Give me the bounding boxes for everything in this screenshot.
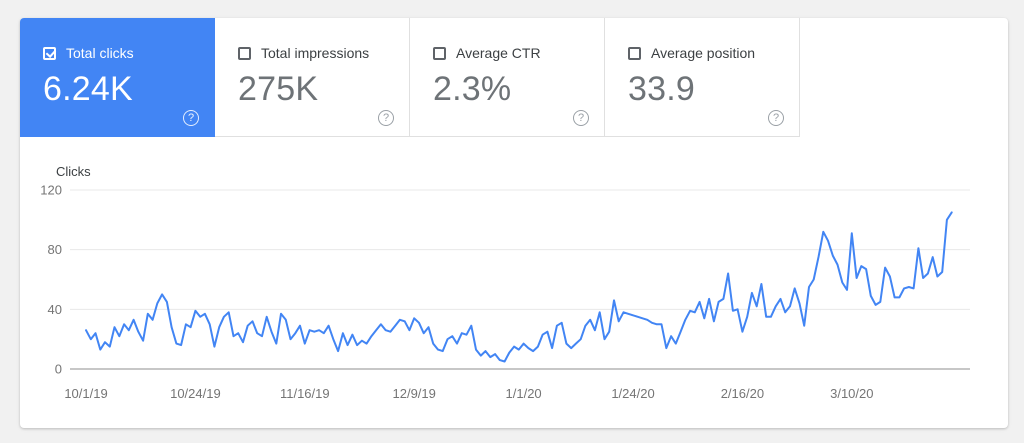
help-icon[interactable]: ? (573, 110, 589, 126)
x-tick-label: 2/16/20 (721, 386, 764, 401)
y-tick-label: 80 (48, 242, 62, 257)
performance-card: Total clicks 6.24K ? Total impressions 2… (20, 18, 1008, 428)
y-tick-label: 0 (55, 362, 62, 377)
x-tick-label: 10/24/19 (170, 386, 221, 401)
metric-header: Average CTR (433, 45, 588, 61)
clicks-series-line[interactable] (85, 211, 953, 363)
tab-total-impressions[interactable]: Total impressions 275K ? (215, 18, 410, 137)
help-icon[interactable]: ? (378, 110, 394, 126)
metric-header: Total clicks (43, 45, 198, 61)
y-tick-label: 120 (40, 183, 62, 198)
metric-value: 33.9 (628, 70, 695, 108)
x-tick-label: 1/24/20 (611, 386, 654, 401)
clicks-chart: Clicks 0 40 80 120 10/1/19 10/24/19 11/16/19 12… (20, 137, 1008, 428)
x-tick-label: 3/10/20 (830, 386, 873, 401)
checked-checkbox-icon[interactable] (43, 46, 56, 60)
metric-label: Total impressions (261, 45, 370, 61)
unchecked-checkbox-icon[interactable] (238, 46, 251, 60)
tab-total-clicks[interactable]: Total clicks 6.24K ? (20, 18, 215, 137)
x-tick-label: 12/9/19 (393, 386, 436, 401)
tab-average-position[interactable]: Average position 33.9 ? (605, 18, 800, 137)
x-tick-label: 1/1/20 (506, 386, 542, 401)
x-tick-label: 11/16/19 (280, 386, 330, 401)
metric-value: 6.24K (43, 70, 133, 108)
metric-header: Total impressions (238, 45, 393, 61)
x-tick-label: 10/1/19 (64, 386, 107, 401)
metric-label: Average position (651, 45, 756, 61)
clicks-chart-svg[interactable]: 0 40 80 120 10/1/19 10/24/19 11/16/19 12/9/19 1/… (20, 137, 1008, 428)
help-icon[interactable]: ? (768, 110, 784, 126)
metric-header: Average position (628, 45, 783, 61)
metric-value: 2.3% (433, 70, 512, 108)
help-icon[interactable]: ? (183, 110, 199, 126)
metric-tabs: Total clicks 6.24K ? Total impressions 2… (20, 18, 1008, 137)
tab-average-ctr[interactable]: Average CTR 2.3% ? (410, 18, 605, 137)
metric-value: 275K (238, 70, 319, 108)
y-tick-label: 40 (48, 302, 62, 317)
metric-label: Total clicks (66, 45, 134, 61)
unchecked-checkbox-icon[interactable] (628, 46, 641, 60)
metric-label: Average CTR (456, 45, 541, 61)
unchecked-checkbox-icon[interactable] (433, 46, 446, 60)
y-axis-title: Clicks (56, 164, 91, 179)
